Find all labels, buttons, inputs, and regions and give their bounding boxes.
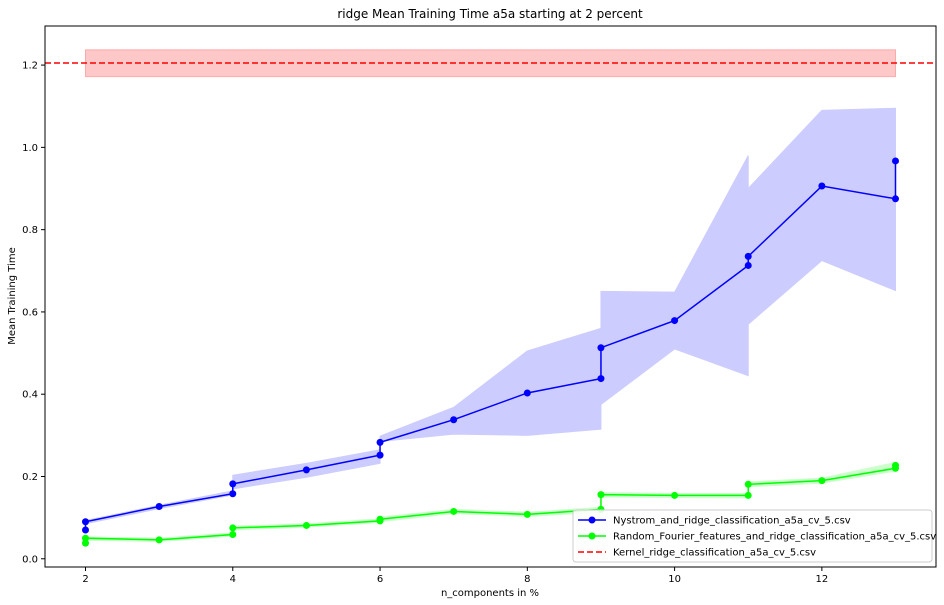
series-1-point: [671, 317, 679, 325]
series-1-point: [229, 490, 237, 498]
legend-box: [572, 509, 933, 563]
x-tick-label: 12: [815, 574, 828, 585]
y-axis: 0.0 0.2 0.4 0.6 0.8 1.0 1.2: [22, 61, 45, 565]
plot-area: [45, 49, 936, 547]
series-2-point: [744, 480, 752, 488]
series-1-point: [892, 157, 899, 165]
series-1-point: [523, 389, 531, 397]
series-2-point: [229, 524, 237, 532]
series-2-point: [597, 491, 605, 499]
x-axis: 2 4 6 8 10 12: [82, 567, 828, 585]
series-line-1: [84, 160, 897, 530]
series-1-point: [892, 195, 899, 203]
series-1-point: [82, 518, 89, 526]
series-2-point: [82, 534, 89, 542]
series-1-point: [597, 375, 605, 383]
series-1-point: [744, 252, 752, 260]
series-2-point: [892, 461, 899, 469]
x-tick-label: 6: [377, 574, 383, 585]
series-1-point: [450, 416, 458, 424]
legend: Nystrom_and_ridge_classification_a5a_cv_…: [572, 509, 936, 563]
legend-marker: [588, 532, 596, 540]
y-tick-label: 0.6: [22, 307, 38, 318]
series-1-point: [744, 261, 752, 269]
x-axis-label: n_components in %: [441, 588, 539, 599]
x-tick-label: 10: [668, 574, 681, 585]
series-2-point: [82, 539, 89, 547]
series-2-point: [450, 507, 458, 515]
series-2-point: [818, 477, 826, 485]
series-2-point: [376, 515, 384, 523]
y-tick-label: 0.8: [22, 225, 38, 236]
series-band-1: [85, 107, 896, 525]
series-1-point: [229, 480, 237, 488]
legend-label: Nystrom_and_ridge_classification_a5a_cv_…: [613, 516, 851, 527]
x-tick-label: 4: [230, 574, 236, 585]
series-1-point: [597, 344, 605, 352]
series-2-point: [523, 510, 531, 518]
y-tick-label: 0.0: [22, 554, 38, 565]
y-tick-label: 1.0: [22, 143, 38, 154]
legend-marker: [588, 516, 596, 524]
series-2-point: [155, 536, 163, 544]
y-axis-label: Mean Training Time: [7, 247, 18, 345]
series-1-point: [818, 182, 826, 190]
series-line-2: [84, 465, 897, 544]
series-2-point: [229, 530, 237, 538]
y-tick-label: 0.4: [22, 390, 38, 401]
chart-title: ridge Mean Training Time a5a starting at…: [337, 7, 643, 21]
y-tick-label: 0.2: [22, 472, 38, 483]
legend-label: Kernel_ridge_classification_a5a_cv_5.csv: [613, 548, 816, 559]
series-1-point: [82, 526, 89, 534]
x-tick-label: 2: [82, 574, 88, 585]
series-2-point: [302, 521, 310, 529]
y-tick-label: 1.2: [22, 61, 38, 72]
plot-frame: [44, 25, 937, 568]
series-1-point: [155, 503, 163, 511]
series-1-point: [376, 438, 384, 446]
x-tick-label: 8: [524, 574, 530, 585]
series-1-point: [302, 466, 310, 474]
series-1-point: [376, 451, 384, 459]
series-2-point: [671, 491, 679, 499]
legend-label: Random_Fourier_features_and_ridge_classi…: [613, 532, 936, 543]
series-2-point: [744, 491, 752, 499]
